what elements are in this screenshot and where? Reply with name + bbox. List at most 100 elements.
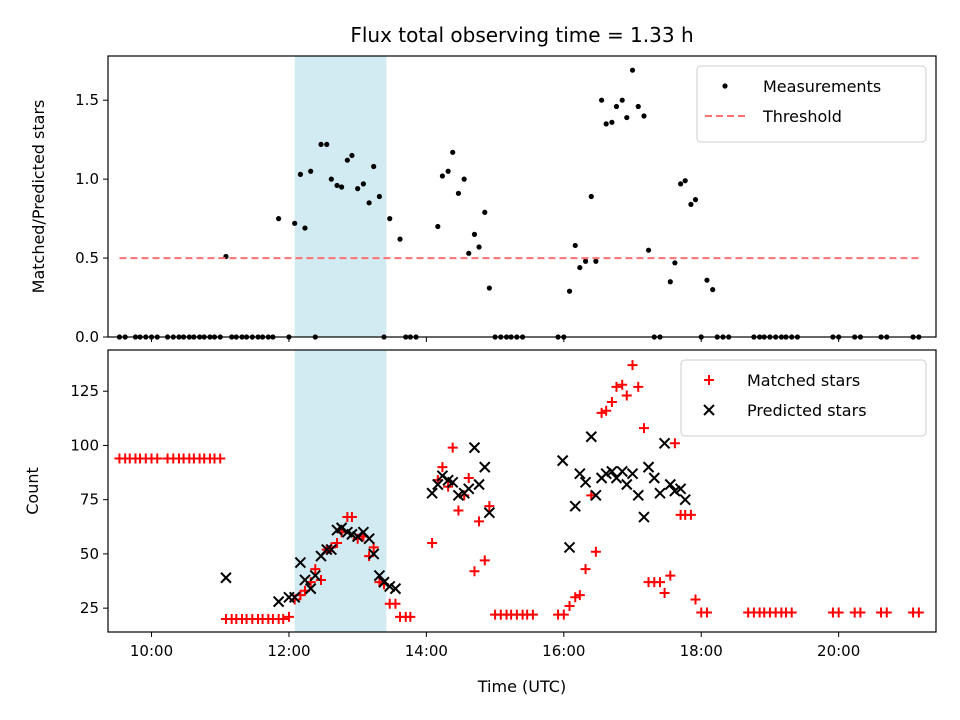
matched-star-marker	[701, 607, 712, 618]
matched-star-marker	[463, 472, 474, 483]
measurement-point	[710, 287, 716, 293]
matched-star-marker	[437, 462, 448, 473]
measurement-point	[593, 258, 599, 264]
matched-star-marker	[469, 566, 480, 577]
predicted-star-marker	[585, 431, 597, 443]
matched-star-marker	[633, 381, 644, 392]
predicted-star-marker	[642, 461, 655, 473]
x-axis-label: Time (UTC)	[477, 677, 566, 696]
matched-star-marker	[659, 587, 670, 598]
measurement-point	[476, 244, 482, 250]
measurement-point	[328, 176, 334, 182]
predicted-star-marker	[590, 489, 602, 502]
observing-window-shade	[294, 56, 387, 337]
predicted-star-marker	[468, 441, 481, 454]
measurement-point	[308, 168, 314, 174]
measurement-point	[566, 288, 573, 294]
matched-star-marker	[913, 607, 924, 618]
matched-star-marker	[447, 442, 458, 453]
measurement-point	[682, 178, 688, 184]
ratio-panel: 0.0 0.5 1.0 1.5 Matched/Predicted stars Measu…	[29, 55, 937, 346]
matched-star-marker	[685, 509, 696, 520]
matched-star-marker	[215, 453, 226, 464]
matched-star-marker	[278, 613, 289, 624]
predicted-star-marker	[294, 556, 307, 569]
legend-marker-matched	[704, 375, 714, 385]
measurement-point	[688, 201, 694, 207]
predicted-star-marker	[473, 478, 485, 491]
legend: Matched stars Predicted stars	[680, 359, 927, 437]
matched-star-marker	[564, 600, 575, 611]
y-axis-label: Matched/Predicted stars	[29, 100, 48, 294]
predicted-star-marker	[309, 569, 321, 582]
matched-star-marker	[855, 607, 866, 618]
matched-star-marker	[833, 607, 844, 618]
matched-star-marker	[453, 505, 464, 516]
predicted-star-marker	[621, 478, 633, 491]
matched-star-marker	[601, 405, 612, 416]
matched-star-marker	[611, 381, 622, 392]
measurement-point	[613, 103, 620, 110]
measurement-point	[450, 149, 456, 155]
measurement-point	[387, 216, 393, 222]
matched-star-marker	[152, 453, 163, 464]
measurement-point	[318, 141, 324, 148]
matched-star-marker	[570, 592, 581, 603]
measurement-point	[276, 216, 282, 222]
matched-star-marker	[574, 590, 585, 601]
matched-star-marker	[558, 609, 569, 620]
matched-star-marker	[669, 438, 680, 449]
measurement-point	[624, 114, 630, 121]
y-tick-label: 1.0	[75, 170, 99, 188]
matched-star-marker	[606, 397, 617, 408]
predicted-star-marker	[563, 541, 576, 554]
matched-star-marker	[474, 516, 485, 527]
x-tick-label: 12:00	[267, 642, 310, 660]
x-tick-label: 20:00	[817, 642, 860, 660]
matched-star-marker	[690, 594, 701, 605]
measurement-point	[609, 119, 615, 125]
predicted-star-marker	[389, 582, 402, 595]
predicted-star-marker	[483, 506, 496, 519]
matched-star-marker	[310, 564, 321, 575]
chart-title: Flux total observing time = 1.33 h	[350, 23, 693, 47]
legend-label: Threshold	[762, 107, 842, 126]
measurement-point	[482, 209, 488, 215]
y-tick-label: 125	[70, 382, 99, 400]
measurement-point	[672, 260, 678, 266]
matched-star-marker	[346, 512, 357, 523]
legend-label: Predicted stars	[747, 401, 867, 420]
y-axis-label: Count	[23, 467, 42, 515]
predicted-star-marker	[626, 467, 639, 480]
predicted-star-marker	[664, 478, 677, 491]
matched-star-marker	[596, 407, 607, 418]
matched-star-marker	[479, 555, 490, 566]
measurement-point	[366, 200, 372, 206]
measurement-point	[376, 193, 383, 200]
measurement-point	[355, 186, 361, 192]
predicted-star-marker	[299, 574, 311, 586]
measurement-point	[344, 157, 350, 163]
matched-star-marker	[484, 501, 495, 512]
measurement-point	[645, 247, 652, 253]
measurement-point	[678, 181, 684, 187]
x-tick-label: 18:00	[680, 642, 723, 660]
predicted-star-marker	[432, 478, 444, 491]
legend-marker-measurements	[722, 83, 728, 89]
measurement-point	[629, 67, 636, 73]
matched-star-marker	[590, 546, 601, 557]
measurement-point	[572, 242, 578, 249]
predicted-star-marker	[321, 543, 333, 556]
matched-star-marker	[283, 611, 294, 622]
x-tick-label: 14:00	[405, 642, 448, 660]
predicted-star-marker	[367, 548, 380, 560]
y-tick-label: 1.5	[75, 91, 99, 109]
y-tick-label: 0.5	[75, 249, 99, 267]
plot-frame	[107, 349, 937, 633]
measurement-point	[582, 258, 589, 264]
measurement-point	[445, 168, 451, 174]
measurement-point	[461, 176, 467, 182]
measurement-point	[667, 279, 673, 285]
matched-star-marker	[627, 360, 638, 371]
